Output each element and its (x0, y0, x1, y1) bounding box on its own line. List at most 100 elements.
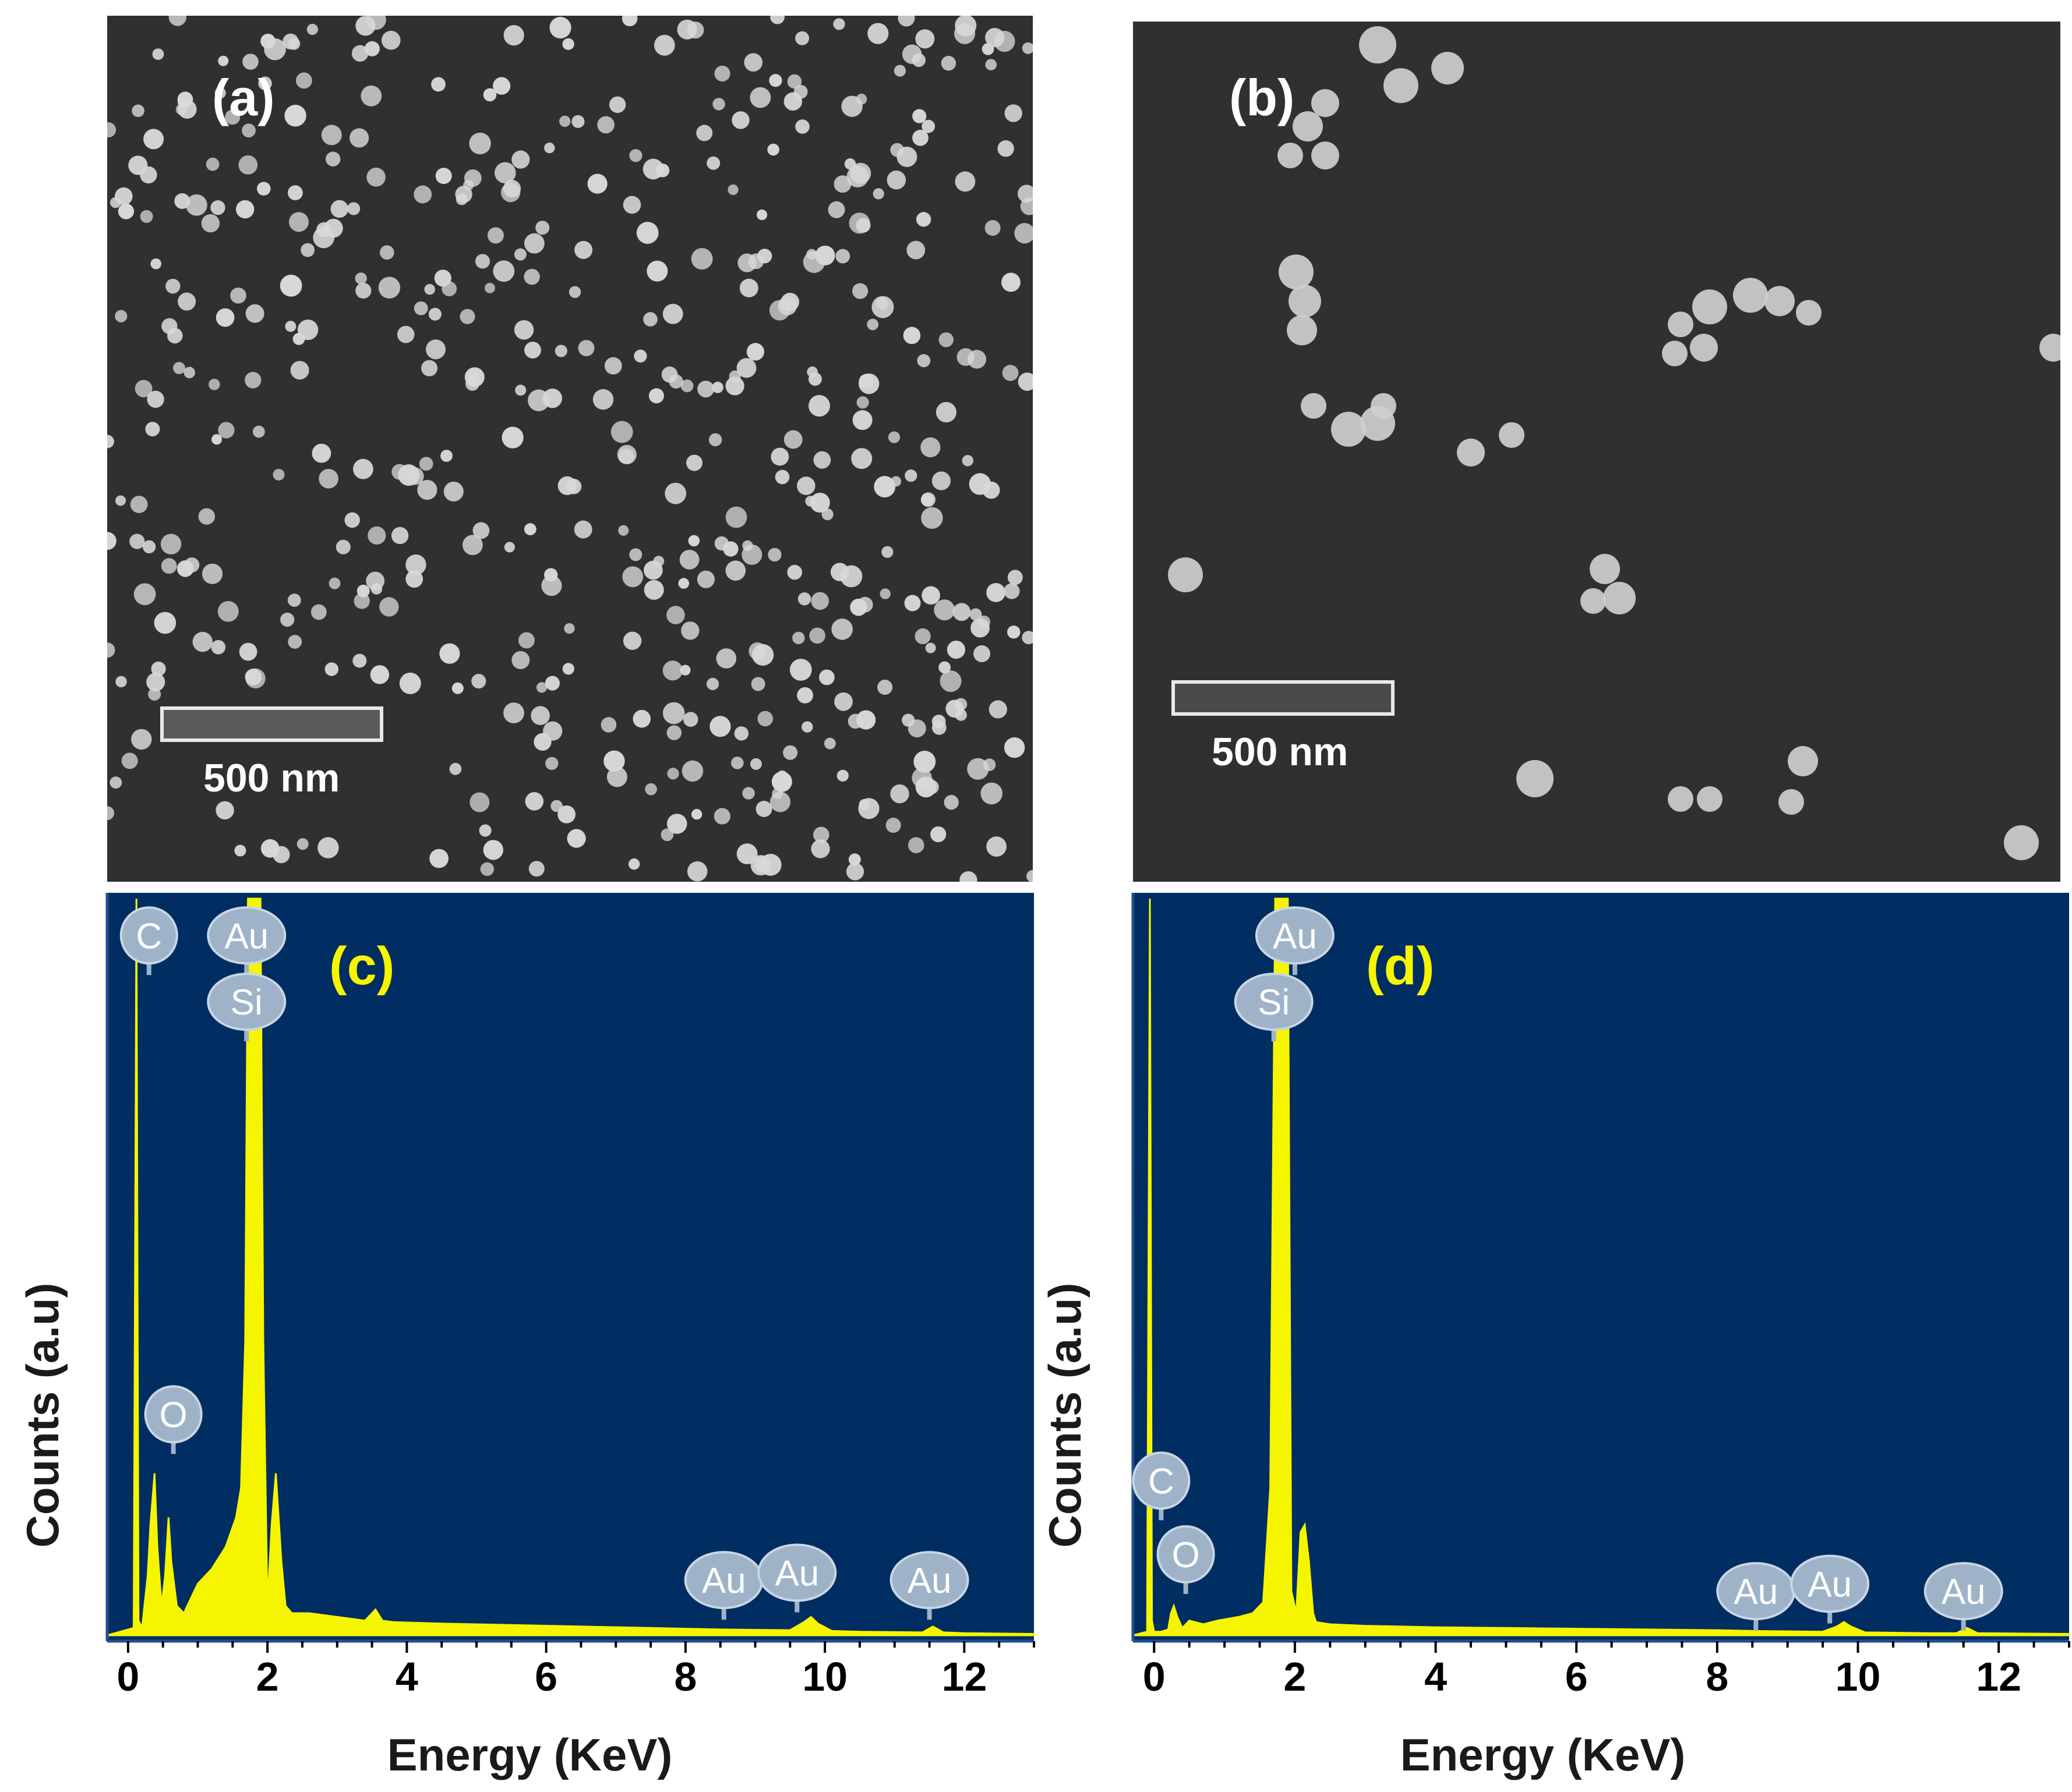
nanoparticle (654, 34, 675, 56)
nanoparticle (472, 522, 490, 539)
nanoparticle (439, 643, 460, 664)
x-tick-label: 10 (1835, 1654, 1881, 1699)
nanoparticle (161, 558, 177, 574)
x-tick-label: 0 (1143, 1654, 1166, 1699)
nanoparticle (1359, 26, 1396, 63)
x-tick-label: 12 (941, 1654, 987, 1699)
nanoparticle (366, 16, 386, 30)
nanoparticle (536, 682, 548, 693)
nanoparticle (288, 635, 302, 649)
nanoparticle (1668, 786, 1693, 812)
nanoparticle (857, 596, 873, 613)
nanoparticle (2039, 334, 2060, 362)
nanoparticle (846, 863, 864, 881)
nanoparticle (751, 677, 765, 691)
nanoparticle (1603, 582, 1636, 614)
nanoparticle (851, 448, 873, 469)
nanoparticle (118, 203, 134, 220)
nanoparticle (697, 380, 714, 398)
nanoparticle (750, 87, 771, 108)
svg-text:Au: Au (702, 1561, 746, 1601)
nanoparticle (483, 840, 503, 860)
nanoparticle (678, 578, 689, 589)
nanoparticle (959, 871, 977, 882)
nanoparticle (925, 642, 936, 653)
nanoparticle (1457, 439, 1485, 466)
nanoparticle (426, 339, 446, 359)
nanoparticle (380, 245, 394, 260)
nanoparticle (214, 87, 226, 99)
nanoparticle (890, 784, 909, 804)
nanoparticle (1692, 289, 1727, 324)
nanoparticle (912, 129, 929, 146)
nanoparticle (1499, 422, 1524, 448)
nanoparticle (329, 577, 341, 589)
nanoparticle (148, 688, 161, 701)
nanoparticle (770, 791, 790, 812)
nanoparticle (742, 544, 763, 565)
nanoparticle (475, 254, 490, 269)
nanoparticle (824, 737, 836, 750)
nanoparticle (831, 618, 853, 640)
nanoparticle (985, 59, 997, 70)
nanoparticle (725, 376, 744, 395)
nanoparticle (218, 55, 229, 66)
nanoparticle (296, 838, 309, 850)
nanoparticle (1580, 588, 1606, 614)
nanoparticle (142, 540, 156, 554)
nanoparticle (1311, 89, 1339, 117)
nanoparticle (629, 149, 643, 162)
nanoparticle (514, 320, 534, 340)
nanoparticle (792, 631, 805, 645)
svg-text:Au: Au (775, 1553, 819, 1593)
nanoparticle (535, 221, 550, 235)
nanoparticle (1331, 412, 1366, 447)
nanoparticle (912, 109, 927, 123)
nanoparticle (391, 526, 409, 545)
nanoparticle (1668, 312, 1693, 337)
spectrum-line (107, 897, 1035, 1637)
nanoparticle (691, 809, 703, 820)
nanoparticle (152, 48, 164, 60)
nanoparticle (173, 362, 185, 374)
nanoparticle (397, 326, 415, 344)
nanoparticle (873, 188, 884, 200)
nanoparticle (769, 74, 782, 87)
nanoparticle (756, 801, 772, 817)
nanoparticle (1764, 286, 1795, 316)
spectrum-line (1132, 897, 2070, 1637)
nanoparticle (115, 187, 133, 206)
nanoparticle (245, 372, 262, 388)
nanoparticle (1168, 557, 1203, 592)
nanoparticle (177, 91, 193, 107)
svg-text:Au: Au (1734, 1572, 1778, 1612)
nanoparticle (680, 379, 694, 393)
nanoparticle (1018, 372, 1033, 391)
nanoparticle (110, 776, 122, 789)
nanoparticle (667, 768, 679, 780)
nanoparticle (783, 92, 803, 111)
nanoparticle (1277, 143, 1303, 168)
nanoparticle (810, 493, 830, 513)
nanoparticle (931, 471, 951, 490)
nanoparticle (856, 93, 867, 105)
nanoparticle (544, 142, 555, 154)
nanoparticle (471, 674, 486, 689)
nanoparticle (648, 388, 664, 404)
nanoparticle (1301, 393, 1326, 419)
nanoparticle (944, 795, 959, 810)
nanoparticle (306, 23, 318, 36)
nanoparticle (470, 792, 490, 812)
nanoparticle (107, 532, 117, 550)
nanoparticle (238, 155, 258, 175)
nanoparticle (834, 175, 852, 193)
nanoparticle (662, 303, 683, 324)
nanoparticle (597, 116, 615, 134)
nanoparticle (484, 282, 495, 294)
nanoparticle (239, 642, 257, 661)
peak-label-au: Au (1790, 1554, 1870, 1624)
nanoparticle (514, 248, 527, 261)
nanoparticle (364, 41, 380, 56)
svg-text:O: O (160, 1395, 188, 1436)
peak-label-au: Au (889, 1551, 969, 1620)
